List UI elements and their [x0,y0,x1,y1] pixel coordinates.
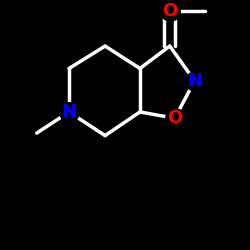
Text: O: O [167,109,182,127]
Text: N: N [62,103,76,121]
Text: O: O [162,2,178,20]
Text: N: N [187,72,202,90]
